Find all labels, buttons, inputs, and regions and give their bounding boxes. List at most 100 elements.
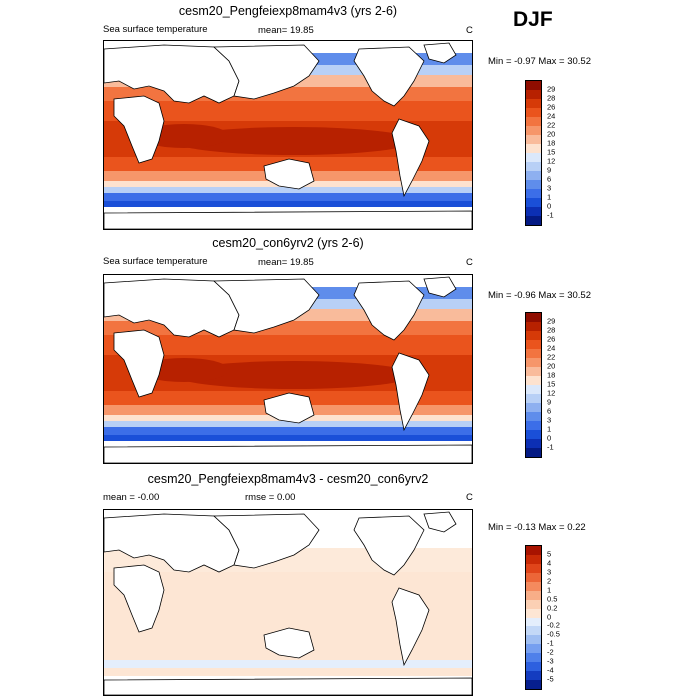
panel3-units: C bbox=[466, 492, 473, 503]
colorbar-cell bbox=[526, 554, 541, 564]
colorbar-cell bbox=[526, 153, 541, 162]
australia bbox=[263, 392, 315, 424]
band-55s bbox=[104, 427, 472, 435]
panel3-rmse: rmse = 0.00 bbox=[245, 492, 295, 503]
colorbar-tick-label: 0.5 bbox=[547, 594, 558, 604]
colorbar-cell bbox=[526, 117, 541, 126]
colorbar-cell bbox=[526, 331, 541, 340]
colorbar-tick-label: 29 bbox=[547, 84, 556, 94]
colorbar-tick-label: 0 bbox=[547, 433, 552, 443]
panel1-title: cesm20_Pengfeiexp8mam4v3 (yrs 2-6) bbox=[178, 4, 398, 18]
africa bbox=[113, 329, 165, 398]
band-20n bbox=[104, 101, 472, 121]
colorbar-tick-label: 22 bbox=[547, 120, 556, 130]
warm-pool bbox=[174, 361, 414, 389]
africa bbox=[113, 564, 165, 633]
colorbar-tick-label: 3 bbox=[547, 415, 552, 425]
panel2-colorbar bbox=[525, 312, 542, 458]
south-america bbox=[391, 118, 430, 198]
colorbar-cell bbox=[526, 608, 541, 618]
colorbar-cell bbox=[526, 412, 541, 421]
colorbar-cell bbox=[526, 546, 541, 555]
colorbar-tick-label: 12 bbox=[547, 388, 556, 398]
diff-south-cool bbox=[104, 660, 472, 668]
band-60s bbox=[104, 201, 472, 207]
south-america bbox=[391, 587, 430, 667]
south-america bbox=[391, 352, 430, 432]
panel1-mean-label: mean= bbox=[258, 25, 288, 36]
colorbar-tick-label: 0 bbox=[547, 201, 552, 211]
colorbar-tick-label: -0.2 bbox=[547, 620, 560, 630]
colorbar-cell bbox=[526, 189, 541, 198]
colorbar-tick-label: 5 bbox=[547, 549, 552, 559]
colorbar-tick-label: 1 bbox=[547, 192, 552, 202]
colorbar-tick-label: 18 bbox=[547, 138, 556, 148]
colorbar-cell bbox=[526, 144, 541, 153]
band-45s bbox=[104, 421, 472, 427]
colorbar-tick-label: 1 bbox=[547, 585, 552, 595]
colorbar-cell bbox=[526, 635, 541, 645]
colorbar-cell bbox=[526, 572, 541, 582]
australia bbox=[263, 158, 315, 190]
colorbar-tick-label: 9 bbox=[547, 165, 552, 175]
colorbar-cell bbox=[526, 162, 541, 171]
colorbar-cell bbox=[526, 340, 541, 349]
diff-south-warm bbox=[104, 668, 472, 676]
colorbar-tick-label: 3 bbox=[547, 567, 552, 577]
colorbar-cell bbox=[526, 644, 541, 654]
colorbar-cell bbox=[526, 403, 541, 412]
band-45s bbox=[104, 187, 472, 193]
colorbar-cell bbox=[526, 653, 541, 663]
colorbar-tick-label: 20 bbox=[547, 129, 556, 139]
colorbar-cell bbox=[526, 358, 541, 367]
colorbar-tick-label: 20 bbox=[547, 361, 556, 371]
band-20n bbox=[104, 335, 472, 355]
colorbar-cell bbox=[526, 376, 541, 385]
panel2-variable: Sea surface temperature bbox=[103, 256, 208, 267]
antarctica bbox=[104, 444, 472, 463]
north-america bbox=[353, 280, 425, 341]
colorbar-tick-label: 0.2 bbox=[547, 603, 558, 613]
colorbar-cell bbox=[526, 590, 541, 600]
season-label: DJF bbox=[513, 8, 553, 31]
colorbar-cell bbox=[526, 207, 541, 216]
colorbar-cell bbox=[526, 198, 541, 207]
land bbox=[104, 42, 472, 229]
land bbox=[104, 511, 472, 695]
panel1-colorbar bbox=[525, 80, 542, 226]
colorbar-cell bbox=[526, 349, 541, 358]
colorbar-cell bbox=[526, 617, 541, 627]
panel3-minmax: Min = -0.13 Max = 0.22 bbox=[488, 522, 586, 533]
panel3-rmse-label: rmse = bbox=[245, 492, 275, 503]
colorbar-cell bbox=[526, 448, 541, 457]
panel1-map-svg bbox=[104, 41, 472, 229]
panel3-map bbox=[103, 509, 473, 696]
australia bbox=[263, 627, 315, 659]
colorbar-cell bbox=[526, 581, 541, 591]
antarctica bbox=[104, 677, 472, 695]
colorbar-tick-label: -1 bbox=[547, 638, 554, 648]
land bbox=[104, 276, 472, 463]
panel3-map-svg bbox=[104, 510, 472, 695]
panel3-mean-value: -0.00 bbox=[137, 492, 160, 503]
panel2-map bbox=[103, 274, 473, 464]
panel2-mean: mean= 19.85 bbox=[258, 257, 314, 268]
asia-east bbox=[213, 44, 320, 100]
colorbar-cell bbox=[526, 671, 541, 681]
colorbar-tick-label: 29 bbox=[547, 316, 556, 326]
colorbar-tick-label: 28 bbox=[547, 325, 556, 335]
africa bbox=[113, 95, 165, 164]
panel2-units: C bbox=[466, 257, 473, 268]
colorbar-tick-label: 24 bbox=[547, 343, 556, 353]
north-america bbox=[353, 515, 425, 576]
colorbar-cell bbox=[526, 421, 541, 430]
panel3-rmse-value: 0.00 bbox=[276, 492, 296, 503]
colorbar-cell bbox=[526, 180, 541, 189]
colorbar-tick-label: -4 bbox=[547, 665, 554, 675]
colorbar-cell bbox=[526, 313, 541, 322]
colorbar-tick-label: 4 bbox=[547, 558, 552, 568]
warm-pool bbox=[174, 127, 414, 155]
colorbar-cell bbox=[526, 108, 541, 117]
greenland bbox=[423, 511, 457, 533]
colorbar-cell bbox=[526, 171, 541, 180]
